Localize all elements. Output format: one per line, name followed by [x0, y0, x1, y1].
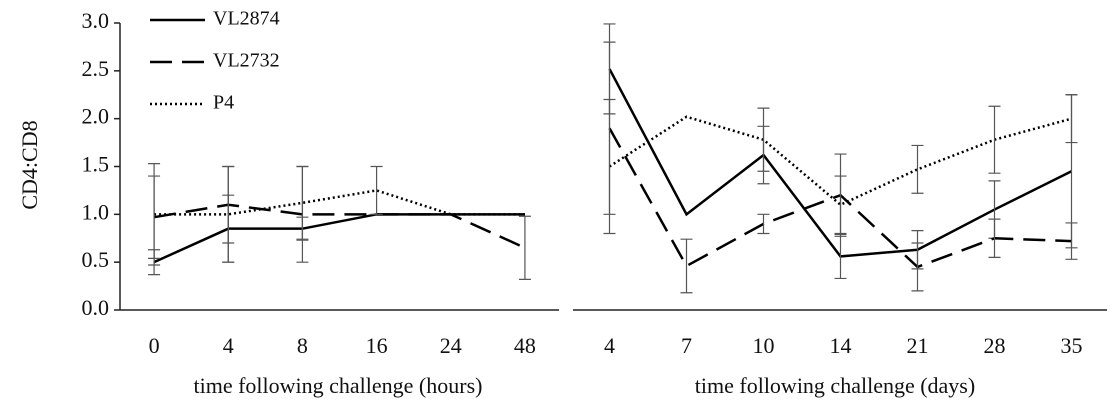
- error-bar: [603, 98, 616, 235]
- error-bar: [518, 215, 531, 280]
- x-tick-label: 21: [907, 333, 929, 358]
- y-tick-label: 0.0: [82, 295, 110, 320]
- x-tick-label: 4: [604, 333, 615, 358]
- x-tick-label: 48: [514, 333, 536, 358]
- x-tick-label: 4: [223, 333, 234, 358]
- error-bar: [911, 242, 924, 292]
- x-tick-label: 35: [1061, 333, 1083, 358]
- y-tick-label: 1.5: [82, 152, 110, 177]
- y-tick-label: 2.5: [82, 56, 110, 81]
- series-line: [153, 213, 525, 264]
- error-bar: [148, 163, 161, 266]
- error-bar: [988, 105, 1001, 174]
- y-tick-label: 2.0: [82, 104, 110, 129]
- error-bar: [680, 238, 693, 294]
- y-tick-label: 3.0: [82, 8, 110, 33]
- error-bar: [911, 144, 924, 194]
- error-bar: [296, 165, 309, 240]
- x-tick-label: 14: [830, 333, 852, 358]
- error-bar: [1065, 222, 1078, 260]
- error-bar: [834, 175, 847, 235]
- x-tick-label: 16: [366, 333, 388, 358]
- series-line: [154, 189, 525, 216]
- x-tick-label: 8: [297, 333, 308, 358]
- error-bar: [370, 165, 383, 215]
- y-axis-label: CD4:CD8: [17, 120, 42, 209]
- error-bar: [757, 107, 770, 172]
- error-bar: [988, 218, 1001, 258]
- y-tick-label: 1.0: [82, 199, 110, 224]
- y-tick-label: 0.5: [82, 247, 110, 272]
- x-tick-label: 28: [984, 333, 1006, 358]
- x-tick-label: 7: [681, 333, 692, 358]
- legend-label: VL2732: [213, 50, 280, 72]
- x-axis-label: time following challenge (hours): [194, 373, 483, 398]
- x-tick-label: 24: [440, 333, 462, 358]
- error-bar: [1065, 94, 1078, 144]
- x-tick-label: 0: [149, 333, 160, 358]
- legend-label: P4: [213, 92, 234, 114]
- error-bar: [222, 165, 235, 263]
- series-line: [153, 203, 526, 249]
- error-bar: [757, 213, 770, 235]
- legend-label: VL2874: [213, 8, 280, 30]
- x-axis-label: time following challenge (days): [695, 373, 975, 398]
- x-tick-label: 10: [753, 333, 775, 358]
